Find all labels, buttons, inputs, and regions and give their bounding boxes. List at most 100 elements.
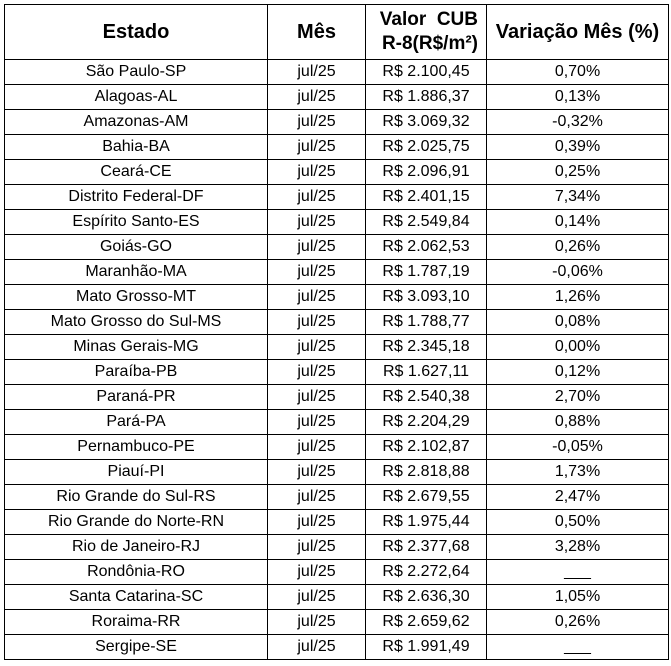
table-row: Pernambuco-PE jul/25 R$ 2.102,87 -0,05% (4, 434, 669, 460)
table-row: Espírito Santo-ES jul/25 R$ 2.549,84 0,14% (4, 209, 669, 235)
table-row: Distrito Federal-DF jul/25 R$ 2.401,15 7,34… (4, 184, 669, 210)
table-row: Santa Catarina-SC jul/25 R$ 2.636,30 1,05% (4, 584, 669, 610)
cell-estado: Mato Grosso do Sul-MS (4, 309, 268, 335)
table-row: Paraíba-PB jul/25 R$ 1.627,11 0,12% (4, 359, 669, 385)
cell-mes: jul/25 (267, 59, 366, 85)
cell-valor: R$ 2.679,55 (365, 484, 487, 510)
cell-mes: jul/25 (267, 634, 366, 660)
cell-variacao: 2,70% (486, 384, 669, 410)
table-row: Goiás-GO jul/25 R$ 2.062,53 0,26% (4, 234, 669, 260)
cell-estado: Alagoas-AL (4, 84, 268, 110)
header-valor-line1: Valor CUB (379, 9, 478, 30)
table-row: Rio de Janeiro-RJ jul/25 R$ 2.377,68 3,28% (4, 534, 669, 560)
cell-mes: jul/25 (267, 284, 366, 310)
cell-mes: jul/25 (267, 459, 366, 485)
cell-valor: R$ 1.886,37 (365, 84, 487, 110)
cell-variacao: 0,12% (486, 359, 669, 385)
cell-valor: R$ 2.818,88 (365, 459, 487, 485)
cell-mes: jul/25 (267, 509, 366, 535)
cell-estado: Maranhão-MA (4, 259, 268, 285)
cell-mes: jul/25 (267, 409, 366, 435)
cell-estado: Rio Grande do Norte-RN (4, 509, 268, 535)
cell-mes: jul/25 (267, 209, 366, 235)
cell-valor: R$ 1.627,11 (365, 359, 487, 385)
cell-variacao: 0,50% (486, 509, 669, 535)
cell-variacao: 1,26% (486, 284, 669, 310)
cell-estado: Pará-PA (4, 409, 268, 435)
cell-mes: jul/25 (267, 309, 366, 335)
cell-variacao: -0,06% (486, 259, 669, 285)
cell-variacao: 7,34% (486, 184, 669, 210)
cub-table: Estado Mês Valor CUB R-8(R$/m²) Variação… (4, 4, 669, 660)
header-variacao: Variação Mês (%) (486, 4, 669, 60)
cell-variacao: 0,26% (486, 609, 669, 635)
table-row: Rio Grande do Norte-RN jul/25 R$ 1.975,44 0… (4, 509, 669, 535)
cell-estado: Minas Gerais-MG (4, 334, 268, 360)
table-row: Rondônia-RO jul/25 R$ 2.272,64 ___ (4, 559, 669, 585)
cell-variacao: 0,88% (486, 409, 669, 435)
cell-mes: jul/25 (267, 609, 366, 635)
cell-estado: Bahia-BA (4, 134, 268, 160)
cell-estado: Ceará-CE (4, 159, 268, 185)
cell-variacao: 0,70% (486, 59, 669, 85)
cell-estado: Rio de Janeiro-RJ (4, 534, 268, 560)
table-row: Bahia-BA jul/25 R$ 2.025,75 0,39% (4, 134, 669, 160)
cell-variacao: 3,28% (486, 534, 669, 560)
cell-variacao: 0,26% (486, 234, 669, 260)
cell-estado: Goiás-GO (4, 234, 268, 260)
cell-valor: R$ 3.093,10 (365, 284, 487, 310)
cell-valor: R$ 1.787,19 (365, 259, 487, 285)
cell-valor: R$ 1.788,77 (365, 309, 487, 335)
cell-valor: R$ 2.549,84 (365, 209, 487, 235)
cell-valor: R$ 2.062,53 (365, 234, 487, 260)
cell-valor: R$ 2.025,75 (365, 134, 487, 160)
cell-mes: jul/25 (267, 559, 366, 585)
cell-estado: Amazonas-AM (4, 109, 268, 135)
header-row: Estado Mês Valor CUB R-8(R$/m²) Variação… (4, 4, 669, 60)
cell-variacao: -0,32% (486, 109, 669, 135)
cell-mes: jul/25 (267, 584, 366, 610)
cell-mes: jul/25 (267, 359, 366, 385)
header-mes: Mês (267, 4, 366, 60)
table-row: Alagoas-AL jul/25 R$ 1.886,37 0,13% (4, 84, 669, 110)
cell-estado: Piauí-PI (4, 459, 268, 485)
cell-estado: São Paulo-SP (4, 59, 268, 85)
cell-estado: Rio Grande do Sul-RS (4, 484, 268, 510)
cell-valor: R$ 1.991,49 (365, 634, 487, 660)
cell-mes: jul/25 (267, 109, 366, 135)
cell-estado: Sergipe-SE (4, 634, 268, 660)
table-row: Pará-PA jul/25 R$ 2.204,29 0,88% (4, 409, 669, 435)
header-valor-line2: R-8(R$/m²) (381, 33, 478, 54)
header-estado: Estado (4, 4, 268, 60)
cell-valor: R$ 2.401,15 (365, 184, 487, 210)
cell-estado: Paraná-PR (4, 384, 268, 410)
cell-mes: jul/25 (267, 534, 366, 560)
cell-valor: R$ 2.096,91 (365, 159, 487, 185)
cell-valor: R$ 2.272,64 (365, 559, 487, 585)
table-row: Amazonas-AM jul/25 R$ 3.069,32 -0,32% (4, 109, 669, 135)
cell-mes: jul/25 (267, 234, 366, 260)
cell-valor: R$ 2.636,30 (365, 584, 487, 610)
cell-variacao: -0,05% (486, 434, 669, 460)
cell-estado: Roraima-RR (4, 609, 268, 635)
cell-valor: R$ 2.102,87 (365, 434, 487, 460)
cell-variacao: 0,25% (486, 159, 669, 185)
cell-estado: Rondônia-RO (4, 559, 268, 585)
cell-variacao: 0,13% (486, 84, 669, 110)
cell-variacao: 0,00% (486, 334, 669, 360)
table-row: Rio Grande do Sul-RS jul/25 R$ 2.679,55 2,4… (4, 484, 669, 510)
cell-valor: R$ 2.377,68 (365, 534, 487, 560)
cell-valor: R$ 2.100,45 (365, 59, 487, 85)
table-row: Piauí-PI jul/25 R$ 2.818,88 1,73% (4, 459, 669, 485)
cell-valor: R$ 2.540,38 (365, 384, 487, 410)
cell-estado: Santa Catarina-SC (4, 584, 268, 610)
cell-valor: R$ 2.659,62 (365, 609, 487, 635)
cell-valor: R$ 2.204,29 (365, 409, 487, 435)
cell-variacao: 1,73% (486, 459, 669, 485)
cell-mes: jul/25 (267, 84, 366, 110)
cell-variacao: 2,47% (486, 484, 669, 510)
cell-estado: Espírito Santo-ES (4, 209, 268, 235)
table-row: Sergipe-SE jul/25 R$ 1.991,49 ___ (4, 634, 669, 660)
cell-valor: R$ 2.345,18 (365, 334, 487, 360)
cell-mes: jul/25 (267, 159, 366, 185)
